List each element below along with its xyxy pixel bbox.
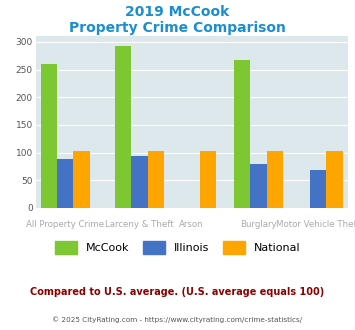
- Legend: McCook, Illinois, National: McCook, Illinois, National: [50, 237, 305, 258]
- Text: Arson: Arson: [179, 220, 204, 229]
- Text: All Property Crime: All Property Crime: [26, 220, 104, 229]
- Text: Motor Vehicle Theft: Motor Vehicle Theft: [276, 220, 355, 229]
- Bar: [57, 159, 73, 208]
- Bar: [200, 151, 216, 208]
- Bar: [251, 164, 267, 208]
- Bar: [326, 151, 343, 208]
- Text: © 2025 CityRating.com - https://www.cityrating.com/crime-statistics/: © 2025 CityRating.com - https://www.city…: [53, 317, 302, 323]
- Text: Burglary: Burglary: [240, 220, 277, 229]
- Bar: [115, 46, 131, 208]
- Text: Property Crime Comparison: Property Crime Comparison: [69, 21, 286, 35]
- Bar: [234, 59, 251, 208]
- Text: Compared to U.S. average. (U.S. average equals 100): Compared to U.S. average. (U.S. average …: [31, 287, 324, 297]
- Bar: [73, 151, 90, 208]
- Bar: [148, 151, 164, 208]
- Text: Larceny & Theft: Larceny & Theft: [105, 220, 174, 229]
- Bar: [267, 151, 283, 208]
- Bar: [131, 156, 148, 208]
- Bar: [310, 170, 326, 208]
- Text: 2019 McCook: 2019 McCook: [125, 5, 230, 19]
- Bar: [41, 64, 57, 208]
